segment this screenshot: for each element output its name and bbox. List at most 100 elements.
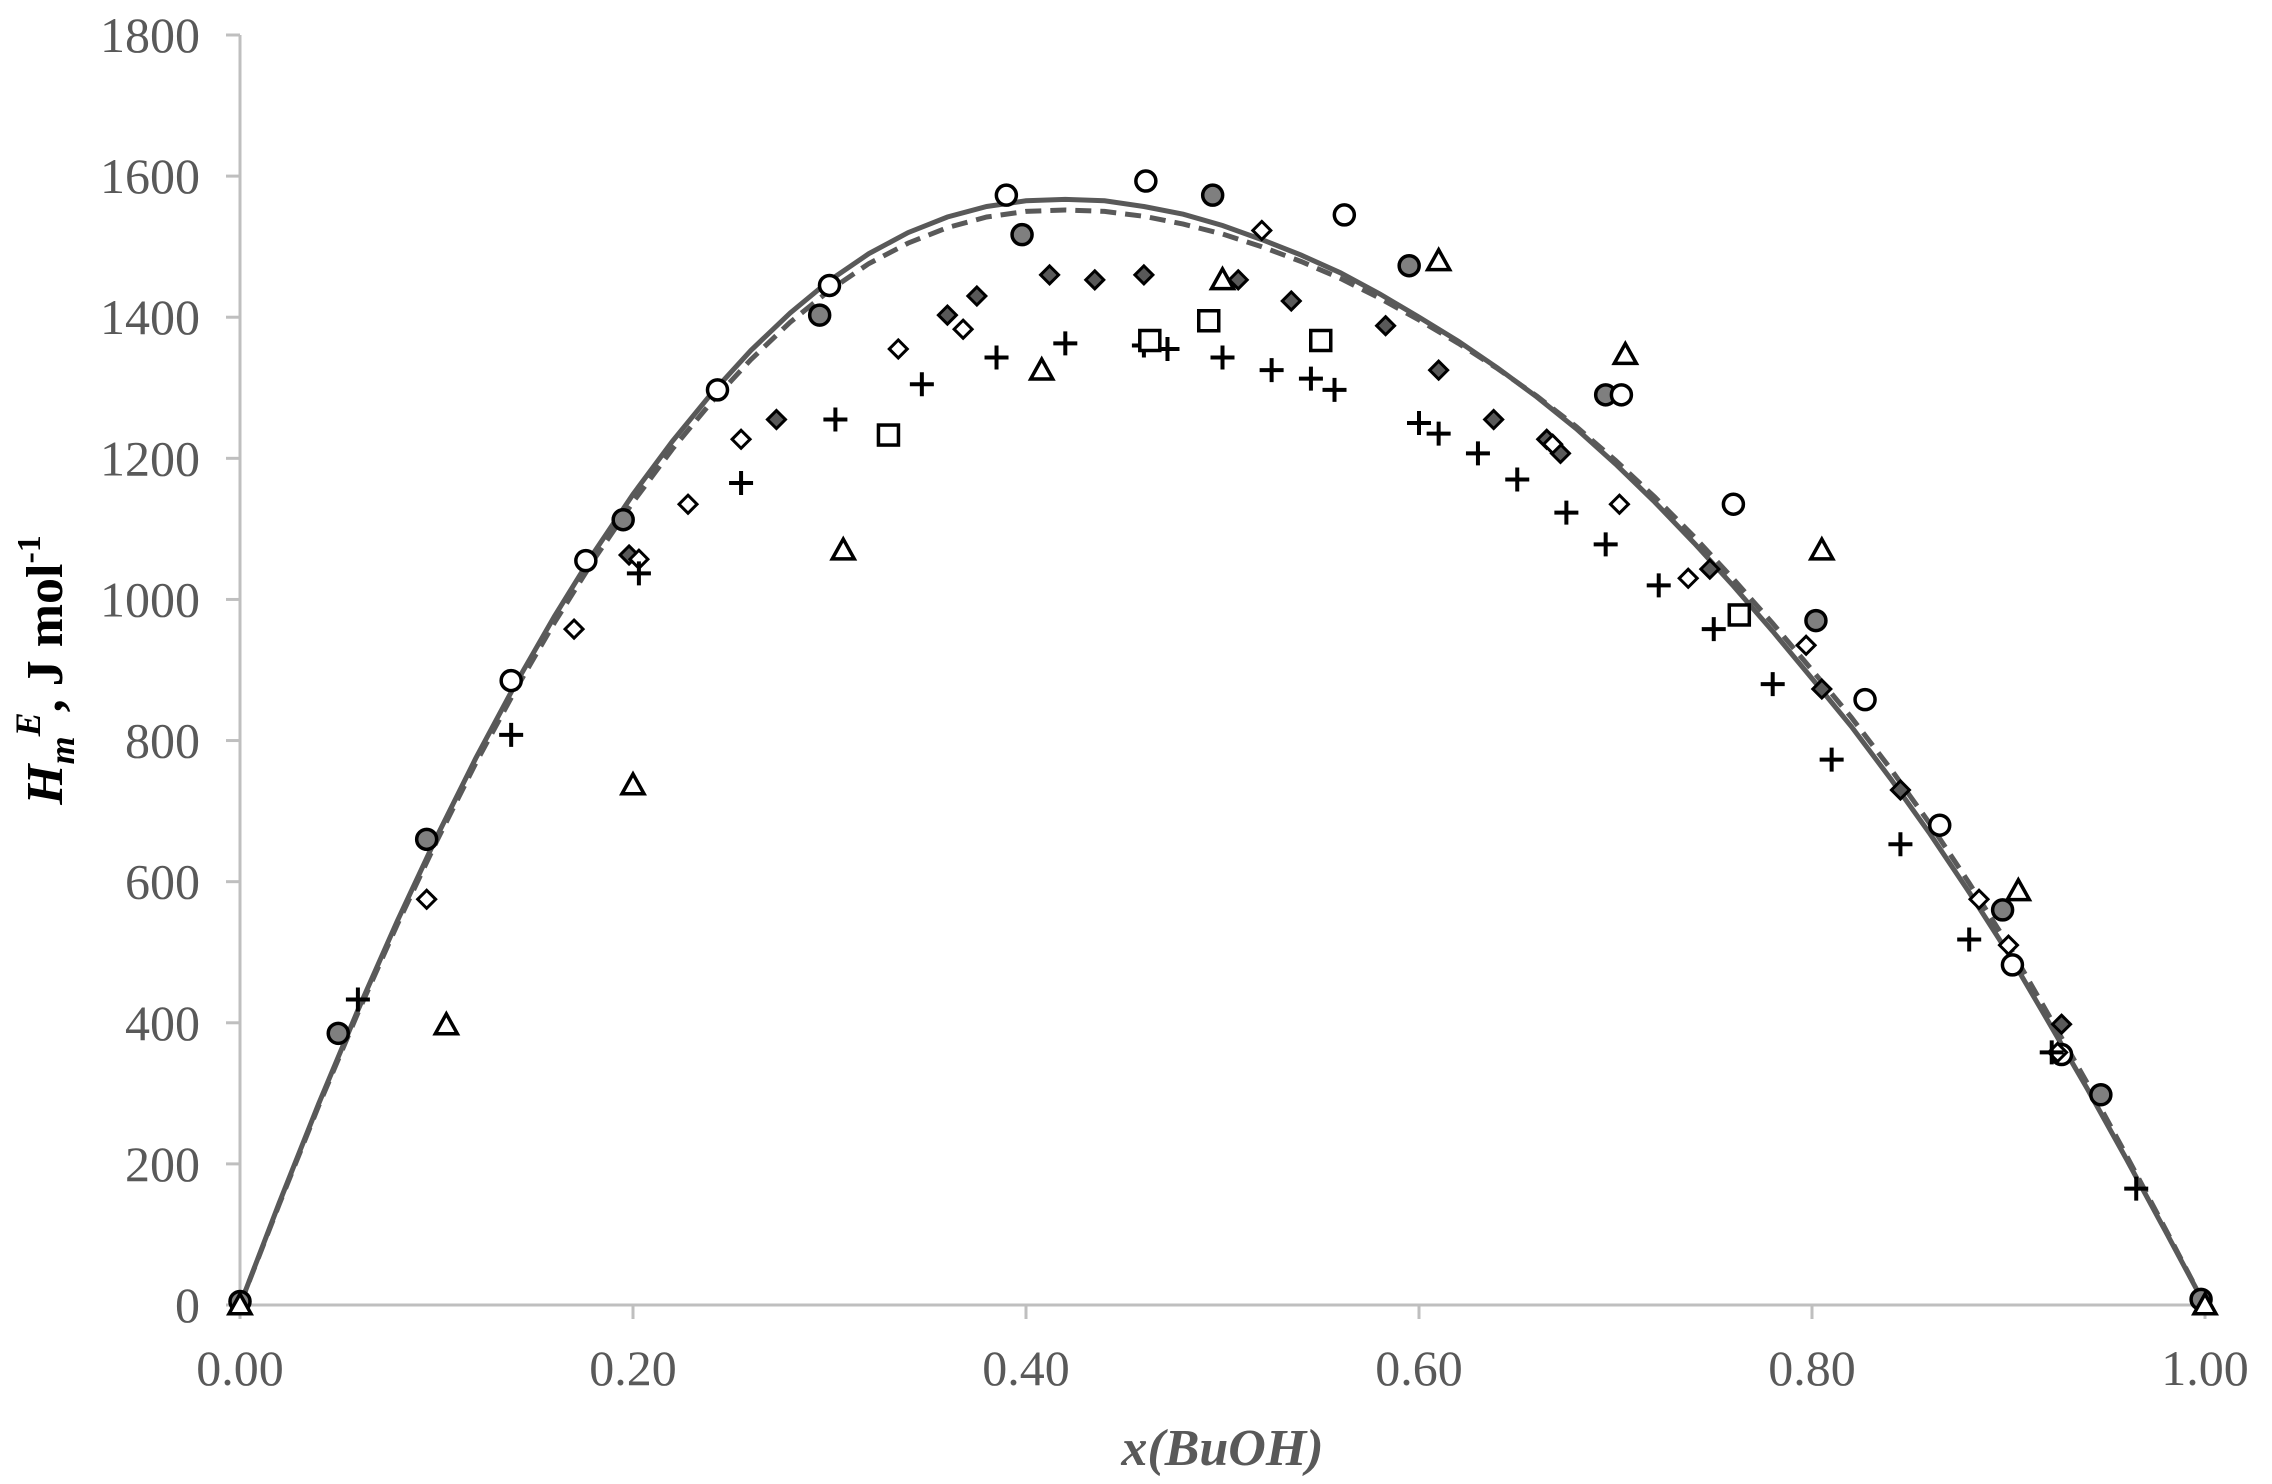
plus-point [823, 407, 848, 432]
circle-open-point [994, 183, 1019, 207]
plus-point [1210, 345, 1235, 370]
y-tick-label: 1200 [100, 430, 200, 486]
circle-open-point [1134, 169, 1158, 193]
plus-point [1701, 617, 1726, 642]
fit-curves [237, 196, 2208, 1307]
diamond-filled-point [1083, 268, 1106, 291]
y-label-sup: E [8, 712, 48, 737]
diamond-open-point [1677, 567, 1700, 590]
circle-filled-point [1990, 898, 2015, 922]
square-open-point [1727, 603, 1752, 627]
plus-point [626, 561, 651, 586]
y-tick-label: 1800 [100, 7, 200, 63]
plus-point [984, 345, 1009, 370]
triangle-open-point [829, 535, 858, 561]
diamond-filled-point [1374, 314, 1397, 337]
plus-point [1888, 832, 1913, 857]
plus-point [1407, 411, 1431, 436]
circle-open-point [817, 273, 842, 298]
triangle-open-point [1611, 340, 1640, 366]
plus-point [1259, 358, 1284, 383]
circle-filled-point [326, 1021, 350, 1046]
circle-filled-point [414, 827, 439, 852]
axis-labels: x(BuOH) HmE, J mol-1 [8, 535, 1324, 1477]
y-label-unit-sup: -1 [11, 535, 48, 563]
plus-point [1505, 467, 1530, 492]
series-diamond-filled [617, 263, 2073, 1036]
square-open-point [1138, 328, 1162, 353]
triangle-open-point [2004, 876, 2033, 902]
plus-point [1298, 366, 1323, 391]
plus-point [1957, 927, 1982, 952]
plus-point [909, 372, 934, 397]
series-plus [345, 331, 2149, 1201]
triangle-open-point [2191, 1290, 2219, 1316]
diamond-open-point [1250, 219, 1273, 242]
circle-filled-point [611, 507, 635, 532]
diamond-filled-point [2050, 1013, 2073, 1036]
diamond-filled-point [936, 303, 959, 327]
triangle-open-point [1027, 355, 1056, 381]
circle-open-point [1927, 813, 1952, 837]
x-tick-label: 0.20 [589, 1340, 677, 1396]
series-square-open [876, 309, 1752, 627]
triangle-open-point [619, 770, 647, 796]
plus-point [2124, 1176, 2149, 1201]
circle-open-point [574, 548, 598, 573]
plus-point [1554, 500, 1579, 525]
plus-point [1760, 672, 1785, 697]
x-tick-label: 0.80 [1768, 1340, 1856, 1396]
diamond-open-point [1997, 934, 2020, 957]
y-tick-label: 800 [125, 713, 200, 769]
circle-filled-point [1397, 253, 1421, 278]
diamond-filled-point [1280, 289, 1303, 313]
series-diamond-open [415, 219, 2069, 1064]
solid-fit-curve [237, 196, 2208, 1307]
circle-filled-point [2089, 1082, 2113, 1107]
circle-filled-point [1010, 222, 1034, 247]
diamond-open-point [415, 888, 438, 911]
y-label-main: H [17, 763, 74, 806]
diamond-open-point [1608, 493, 1631, 516]
diamond-filled-point [1810, 677, 1833, 701]
x-tick-label: 1.00 [2161, 1340, 2249, 1396]
circle-filled-point [807, 303, 832, 327]
circle-filled-point [1200, 183, 1225, 207]
triangle-open-point [432, 1010, 461, 1036]
plus-point [2039, 1040, 2064, 1065]
triangle-open-point [1208, 265, 1237, 291]
diamond-filled-point [765, 408, 788, 431]
diamond-open-point [676, 493, 700, 516]
diamond-open-point [562, 617, 586, 641]
diamond-filled-point [1038, 263, 1061, 287]
plus-point [1819, 747, 1844, 772]
x-tick-label: 0.40 [982, 1340, 1070, 1396]
x-tick-label: 0.60 [1375, 1340, 1463, 1396]
series-circle-filled [228, 183, 2213, 1314]
y-tick-label: 0 [175, 1277, 200, 1333]
circle-open-point [1332, 203, 1357, 227]
series-triangle-open [226, 246, 2219, 1316]
plus-point [1426, 421, 1451, 446]
diamond-filled-point [1698, 557, 1721, 581]
diamond-filled-point [1427, 359, 1450, 382]
y-tick-label: 1600 [100, 148, 200, 204]
y-tick-label: 400 [125, 995, 200, 1051]
y-axis-label: HmE, J mol-1 [8, 535, 82, 806]
plus-point [1465, 441, 1490, 466]
diamond-open-point [1541, 433, 1564, 456]
circle-open-point [1853, 687, 1877, 712]
diamond-open-point [1967, 888, 1991, 911]
diamond-filled-point [1482, 408, 1505, 431]
axes: 0 200 400 600 800 1000 1200 1400 1600 1800 0.00 0.2… [100, 7, 2249, 1396]
square-open-point [876, 423, 901, 447]
plus-point [1053, 331, 1078, 356]
plus-point [1593, 532, 1618, 557]
diamond-filled-point [1132, 263, 1156, 287]
data-points [226, 169, 2219, 1316]
x-axis-label: x(BuOH) [1120, 1420, 1323, 1477]
circle-open-point [499, 668, 523, 693]
dashed-fit-curve [237, 207, 2208, 1307]
triangle-open-point [1807, 535, 1836, 561]
y-tick-label: 600 [125, 854, 200, 910]
